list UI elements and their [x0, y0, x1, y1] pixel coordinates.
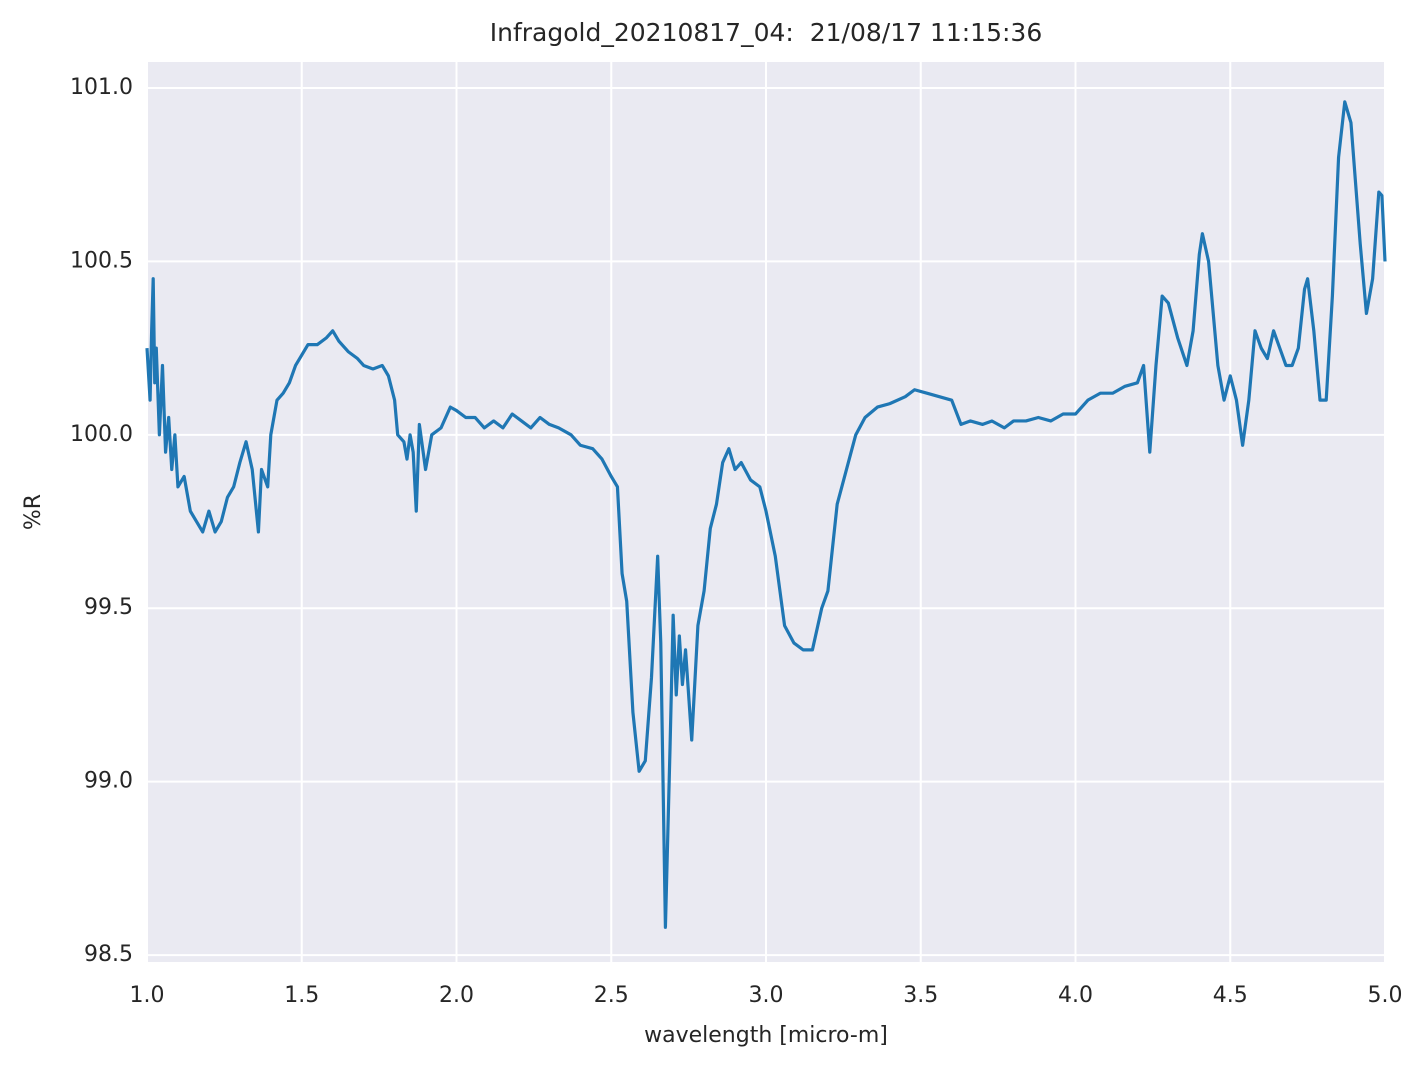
y-tick-label: 98.5	[84, 942, 133, 967]
x-tick-label: 4.5	[1213, 983, 1248, 1008]
y-tick-label: 99.5	[84, 595, 133, 620]
y-tick-label: 100.5	[70, 248, 133, 273]
x-tick-label: 4.0	[1058, 983, 1093, 1008]
x-tick-label: 2.0	[439, 983, 474, 1008]
x-tick-label: 3.0	[749, 983, 784, 1008]
y-tick-label: 99.0	[84, 769, 133, 794]
y-axis-label: %R	[21, 494, 46, 530]
x-tick-label: 2.5	[594, 983, 629, 1008]
data-line	[145, 100, 1387, 929]
x-tick-label: 1.0	[130, 983, 165, 1008]
x-axis-label: wavelength [micro-m]	[644, 1023, 888, 1048]
y-tick-label: 100.0	[70, 422, 133, 447]
x-tick-label: 3.5	[903, 983, 938, 1008]
x-tick-label: 5.0	[1368, 983, 1403, 1008]
x-tick-label: 1.5	[284, 983, 319, 1008]
y-tick-label: 101.0	[70, 75, 133, 100]
chart-title: Infragold_20210817_04: 21/08/17 11:15:36	[490, 18, 1042, 47]
